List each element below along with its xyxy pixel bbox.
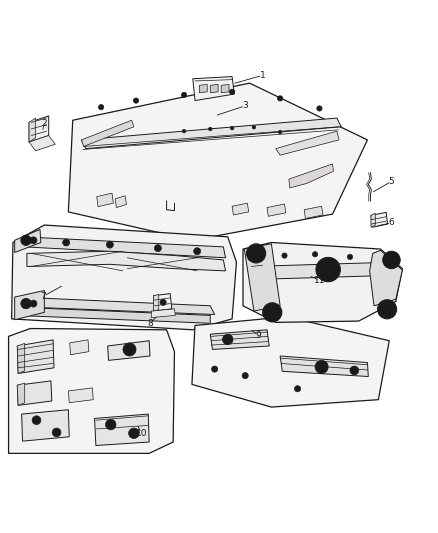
Circle shape	[63, 239, 70, 246]
Polygon shape	[289, 164, 333, 188]
Circle shape	[21, 298, 31, 309]
Polygon shape	[153, 294, 159, 311]
Polygon shape	[199, 84, 207, 93]
Text: 3: 3	[242, 101, 248, 110]
Circle shape	[182, 130, 186, 133]
Circle shape	[383, 251, 400, 269]
Circle shape	[134, 98, 139, 103]
Circle shape	[99, 104, 104, 110]
Circle shape	[129, 428, 139, 439]
Polygon shape	[153, 294, 172, 311]
Text: 1: 1	[260, 71, 265, 80]
Circle shape	[294, 386, 300, 392]
Circle shape	[350, 366, 359, 375]
Polygon shape	[250, 262, 396, 280]
Circle shape	[282, 253, 287, 258]
Polygon shape	[244, 244, 280, 311]
Circle shape	[315, 360, 328, 374]
Polygon shape	[68, 83, 367, 240]
Polygon shape	[14, 229, 41, 253]
Text: 9: 9	[255, 331, 261, 340]
Polygon shape	[108, 341, 150, 360]
Circle shape	[123, 343, 136, 356]
Polygon shape	[18, 297, 215, 314]
Polygon shape	[9, 328, 174, 454]
Polygon shape	[12, 225, 237, 330]
Polygon shape	[267, 204, 286, 216]
Circle shape	[160, 299, 166, 305]
Polygon shape	[371, 212, 388, 227]
Circle shape	[378, 300, 397, 319]
Polygon shape	[29, 118, 35, 142]
Polygon shape	[151, 309, 175, 318]
Polygon shape	[17, 381, 52, 405]
Circle shape	[278, 96, 283, 101]
Polygon shape	[27, 251, 226, 271]
Polygon shape	[14, 290, 44, 320]
Circle shape	[230, 126, 234, 130]
Polygon shape	[371, 213, 375, 227]
Circle shape	[30, 237, 37, 244]
Polygon shape	[21, 410, 69, 441]
Polygon shape	[243, 243, 403, 322]
Polygon shape	[29, 116, 49, 142]
Polygon shape	[81, 120, 134, 147]
Polygon shape	[370, 251, 403, 306]
Polygon shape	[95, 414, 149, 446]
Polygon shape	[210, 330, 269, 350]
Polygon shape	[232, 203, 249, 215]
Text: 10: 10	[135, 429, 147, 438]
Text: 8: 8	[147, 319, 153, 328]
Circle shape	[223, 334, 233, 345]
Circle shape	[316, 257, 340, 282]
Circle shape	[212, 366, 218, 372]
Circle shape	[230, 89, 235, 94]
Circle shape	[252, 125, 256, 129]
Polygon shape	[210, 84, 218, 93]
Circle shape	[106, 419, 116, 430]
Text: 6: 6	[389, 219, 394, 228]
Polygon shape	[115, 196, 127, 207]
Polygon shape	[193, 77, 234, 101]
Text: 5: 5	[389, 177, 394, 186]
Circle shape	[32, 416, 41, 425]
Polygon shape	[81, 118, 341, 149]
Circle shape	[194, 248, 201, 255]
Polygon shape	[29, 135, 55, 151]
Polygon shape	[16, 307, 210, 323]
Circle shape	[312, 252, 318, 257]
Polygon shape	[97, 193, 113, 207]
Polygon shape	[221, 84, 229, 93]
Circle shape	[347, 254, 353, 260]
Polygon shape	[192, 317, 389, 407]
Circle shape	[317, 106, 322, 111]
Polygon shape	[70, 340, 89, 354]
Circle shape	[106, 241, 113, 248]
Text: 2: 2	[42, 119, 47, 128]
Polygon shape	[17, 340, 54, 374]
Polygon shape	[17, 383, 25, 405]
Circle shape	[324, 265, 332, 274]
Circle shape	[21, 235, 31, 246]
Circle shape	[154, 245, 161, 252]
Polygon shape	[304, 206, 323, 219]
Circle shape	[208, 127, 212, 131]
Circle shape	[242, 373, 248, 379]
Polygon shape	[280, 356, 368, 376]
Circle shape	[181, 92, 187, 98]
Circle shape	[52, 428, 61, 437]
Text: 11: 11	[314, 276, 325, 285]
Polygon shape	[17, 343, 25, 374]
Polygon shape	[68, 388, 93, 403]
Circle shape	[279, 130, 282, 134]
Circle shape	[263, 303, 282, 322]
Polygon shape	[276, 131, 339, 155]
Polygon shape	[22, 237, 226, 258]
Text: 7: 7	[41, 292, 46, 301]
Circle shape	[247, 244, 266, 263]
Circle shape	[30, 300, 37, 307]
